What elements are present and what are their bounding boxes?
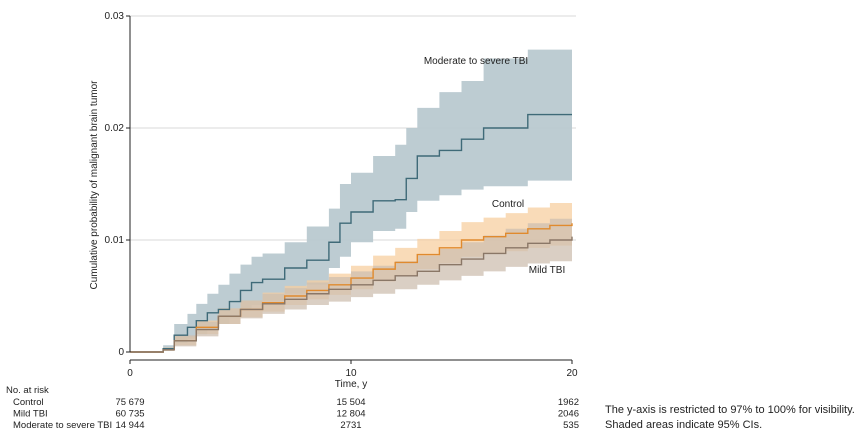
note-y-axis: The y-axis is restricted to 97% to 100% … xyxy=(605,404,855,416)
risk-value-0-0: 75 679 xyxy=(115,397,144,408)
ci-band-0 xyxy=(130,49,572,352)
y-tick-label-3: 0.03 xyxy=(105,11,125,22)
series-line-1 xyxy=(130,223,573,353)
risk-value-1-2: 2046 xyxy=(558,409,579,420)
risk-row-label-1: Mild TBI xyxy=(13,409,48,420)
risk-value-2-0: 14 944 xyxy=(115,420,144,431)
x-axis-label: Time, y xyxy=(335,379,367,390)
series-label-0: Moderate to severe TBI xyxy=(424,56,528,67)
x-tick-label-1: 10 xyxy=(345,368,357,379)
risk-value-2-2: 535 xyxy=(563,420,579,431)
series-line-0 xyxy=(130,113,572,353)
y-axis-label: Cumulative probability of malignant brai… xyxy=(89,80,100,290)
series-label-1: Control xyxy=(492,199,524,210)
y-tick-label-0: 0 xyxy=(118,347,124,358)
risk-value-0-2: 1962 xyxy=(558,397,579,408)
series-label-2: Mild TBI xyxy=(529,265,566,276)
x-tick-label-0: 0 xyxy=(127,368,133,379)
y-tick-label-2: 0.02 xyxy=(105,123,125,134)
series-lines xyxy=(130,113,573,353)
risk-table-title: No. at risk xyxy=(6,385,49,396)
risk-row-label-0: Control xyxy=(13,397,44,408)
series-line-2 xyxy=(130,236,573,353)
x-tick-label-2: 20 xyxy=(566,368,578,379)
risk-row-label-2: Moderate to severe TBI xyxy=(13,420,112,431)
series-labels: Moderate to severe TBI Control Mild TBI xyxy=(424,56,565,276)
risk-value-1-0: 60 735 xyxy=(115,409,144,420)
note-shaded-areas: Shaded areas indicate 95% CIs. xyxy=(605,419,763,431)
risk-value-2-1: 2731 xyxy=(340,420,361,431)
risk-value-1-1: 12 804 xyxy=(336,409,365,420)
y-tick-label-1: 0.01 xyxy=(105,235,125,246)
risk-value-0-1: 15 504 xyxy=(336,397,365,408)
axes: 0 0.01 0.02 0.03 0 10 20 xyxy=(105,11,578,379)
